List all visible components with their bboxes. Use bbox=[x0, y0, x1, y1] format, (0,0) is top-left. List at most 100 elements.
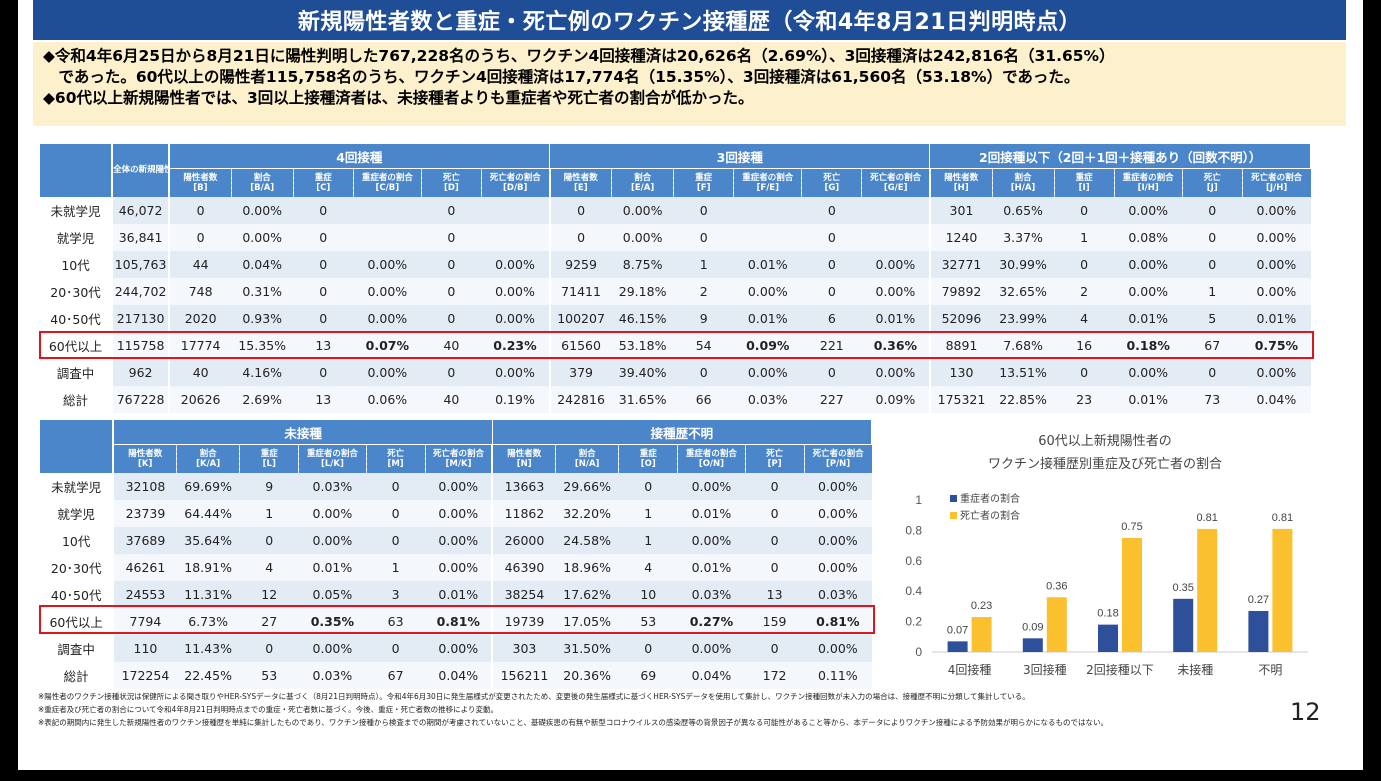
table-row: 総計 767228 20626 2.69% 13 0.06% 40 0.19% 242816 31… bbox=[40, 386, 1311, 413]
bar-severe bbox=[947, 641, 968, 652]
table-cell: 0.00% bbox=[1114, 197, 1183, 224]
table-cell: 110 bbox=[112, 635, 177, 662]
table-cell bbox=[861, 224, 930, 251]
table-cell: 0.06% bbox=[353, 386, 422, 413]
table-cell: 63 bbox=[366, 608, 426, 635]
table-cell: 748 bbox=[168, 278, 232, 305]
table-cell: 301 bbox=[928, 197, 993, 224]
table-cell: 0 bbox=[293, 197, 354, 224]
table-cell: 0.35% bbox=[298, 608, 367, 635]
table-row: 40･50代 24553 11.31% 12 0.05% 3 0.01% 38254 17.62… bbox=[40, 581, 872, 608]
table-cell: 0.01% bbox=[1114, 305, 1183, 332]
column-header-formula: [H] bbox=[953, 183, 969, 193]
table-cell: 23739 bbox=[112, 500, 177, 527]
table-cell: 242816 bbox=[548, 386, 612, 413]
table-cell: 0 bbox=[801, 278, 862, 305]
column-header-formula: [L/K] bbox=[320, 459, 344, 469]
table-cell: 46390 bbox=[491, 554, 556, 581]
column-header-label: 陽性者数 bbox=[507, 449, 542, 459]
column-header-label: 重症者の割合 bbox=[306, 449, 358, 459]
x-tick-label: 2回接種以下 bbox=[1086, 662, 1154, 677]
column-header: 死亡 [M] bbox=[365, 444, 426, 473]
y-tick-label: 0.4 bbox=[905, 584, 922, 598]
table-cell: 0 bbox=[1182, 251, 1243, 278]
row-label: 調査中 bbox=[40, 359, 114, 386]
highlight-60s-row-table2 bbox=[39, 605, 875, 634]
table-cell: 24.58% bbox=[555, 527, 619, 554]
column-header-label: 死亡者の割合 bbox=[1251, 173, 1303, 183]
column-header-formula: [I/H] bbox=[1137, 183, 1159, 193]
table-cell: 0.00% bbox=[353, 359, 422, 386]
table-cell: 13 bbox=[293, 332, 354, 359]
table-cell: 4.16% bbox=[231, 359, 294, 386]
column-header-label: 重症 bbox=[314, 173, 332, 183]
x-tick-label: 4回接種 bbox=[948, 662, 992, 677]
footnote-1: ※陽性者のワクチン接種状況は保健所による聞き取りやHER-SYSデータに基づく（… bbox=[38, 692, 1030, 701]
bar-death bbox=[1046, 597, 1067, 652]
table-cell: 0.00% bbox=[1114, 251, 1183, 278]
table-cell: 303 bbox=[491, 635, 556, 662]
table-cell: 0.00% bbox=[353, 305, 422, 332]
table-cell: 0.81% bbox=[804, 608, 872, 635]
table-cell: 0.01% bbox=[1114, 386, 1183, 413]
table-row: 10代 37689 35.64% 0 0.00% 0 0.00% 26000 24.58% 1 0.… bbox=[40, 527, 872, 554]
table-cell: 0 bbox=[801, 224, 862, 251]
legend-label: 死亡者の割合 bbox=[960, 509, 1020, 522]
table-cell: 11.31% bbox=[176, 581, 240, 608]
table-row: 調査中 110 11.43% 0 0.00% 0 0.00% 303 31.50% 0 0.00% 0… bbox=[40, 635, 872, 662]
table-cell: 1 bbox=[366, 554, 426, 581]
table-cell: 0.00% bbox=[611, 197, 674, 224]
row-label: 60代以上 bbox=[40, 608, 115, 635]
table-cell: 53 bbox=[618, 608, 678, 635]
table-cell: 0 bbox=[168, 224, 232, 251]
table-cell: 40 bbox=[421, 332, 482, 359]
row-label: 調査中 bbox=[40, 635, 115, 662]
column-header: 割合 [N/A] bbox=[555, 444, 619, 473]
column-header-label: 陽性者数 bbox=[128, 449, 163, 459]
table-cell: 159 bbox=[745, 608, 805, 635]
table-cell: 0 bbox=[801, 197, 862, 224]
column-header-formula: [N] bbox=[516, 459, 532, 469]
table-cell: 0 bbox=[366, 500, 426, 527]
table-row: 60代以上 115758 17774 15.35% 13 0.07% 40 0.23% 6156… bbox=[40, 332, 1311, 359]
column-header-formula: [P/N] bbox=[825, 459, 851, 469]
table-cell: 22.45% bbox=[176, 662, 240, 689]
highlight-60s-row-table1 bbox=[39, 331, 1314, 359]
table-row: 就学児 23739 64.44% 1 0.00% 0 0.00% 11862 32.20% 1 0.… bbox=[40, 500, 872, 527]
table-cell: 2020 bbox=[168, 305, 232, 332]
table-cell: 53 bbox=[239, 662, 299, 689]
bar-severe bbox=[1098, 624, 1118, 652]
bar-severe bbox=[1248, 610, 1269, 652]
table-cell: 0.00% bbox=[425, 473, 493, 500]
table-cell: 0 bbox=[745, 500, 805, 527]
summary-line-2: であった。60代以上の陽性者115,758名のうち、ワクチン4回接種済は17,7… bbox=[43, 68, 1080, 86]
table-cell: 0 bbox=[1182, 197, 1243, 224]
row-label: 40･50代 bbox=[40, 305, 114, 332]
table-cell: 0.00% bbox=[481, 251, 550, 278]
table-cell: 0.09% bbox=[733, 332, 802, 359]
table-cell: 53.18% bbox=[611, 332, 674, 359]
table-cell: 11862 bbox=[491, 500, 556, 527]
table-cell: 0.01% bbox=[677, 500, 746, 527]
bar-death bbox=[971, 617, 992, 652]
table-cell: 1 bbox=[1182, 278, 1243, 305]
table-cell: 0.07% bbox=[353, 332, 422, 359]
table-cell: 32.65% bbox=[992, 278, 1055, 305]
table-cell: 29.18% bbox=[611, 278, 674, 305]
group-header-4th: 4回接種 bbox=[168, 143, 551, 169]
table-cell: 0.01% bbox=[677, 554, 746, 581]
table-cell: 0 bbox=[366, 473, 426, 500]
row-label: 総計 bbox=[40, 386, 114, 413]
table-cell: 0.00% bbox=[481, 278, 550, 305]
table-cell: 27 bbox=[239, 608, 299, 635]
table-cell: 24553 bbox=[112, 581, 177, 608]
column-header: 割合 [K/A] bbox=[176, 444, 240, 473]
table-cell: 6 bbox=[801, 305, 862, 332]
column-header-label: 死亡者の割合 bbox=[489, 173, 541, 183]
table-cell: 1 bbox=[618, 527, 678, 554]
table-cell: 0.00% bbox=[1114, 278, 1183, 305]
column-header-label: 死亡 bbox=[442, 173, 460, 183]
table-cell: 1 bbox=[673, 251, 734, 278]
column-header-label: 重症者の割合 bbox=[1122, 173, 1174, 183]
table-cell: 105,763 bbox=[111, 251, 170, 278]
